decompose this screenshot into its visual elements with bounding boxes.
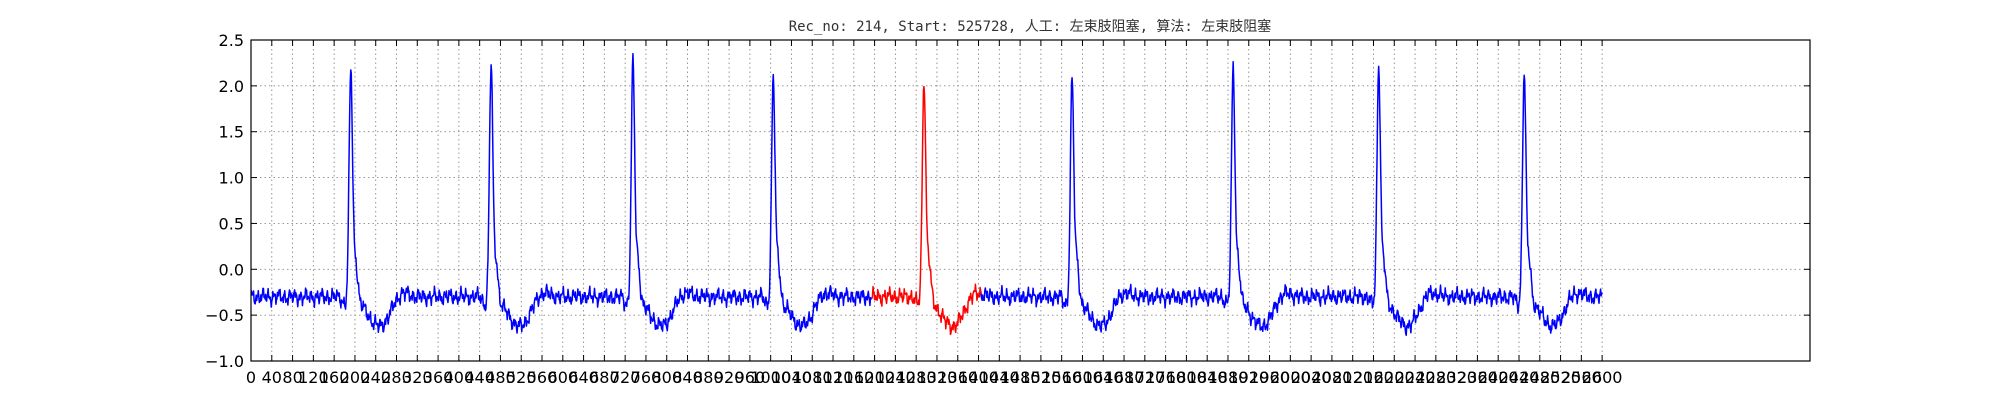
y-tick-label: 1.0 <box>219 169 244 188</box>
x-tick-label: 1240 <box>875 368 916 387</box>
x-tick-label: 2200 <box>1374 368 1415 387</box>
ecg-trace-segment <box>980 61 1603 337</box>
x-tick-label: 2160 <box>1353 368 1394 387</box>
x-tick-label: 1440 <box>979 368 1020 387</box>
x-tick-label: 1840 <box>1187 368 1228 387</box>
beat-peak <box>1524 73 1525 74</box>
x-tick-label: 2520 <box>1540 368 1581 387</box>
x-axis: 0 40 8012016020024028032036040044048052056… <box>246 40 1623 387</box>
x-tick-label: 400 <box>444 368 475 387</box>
x-tick-label: 2440 <box>1499 368 1540 387</box>
x-tick-label: 1600 <box>1062 368 1103 387</box>
x-tick-label: 0 <box>246 368 256 387</box>
x-tick-label: 1640 <box>1083 368 1124 387</box>
y-tick-label: −1.0 <box>205 352 244 371</box>
x-tick-label: 2320 <box>1436 368 1477 387</box>
x-tick-label: 1760 <box>1145 368 1186 387</box>
x-tick-label: 2000 <box>1270 368 1311 387</box>
x-tick-label: 1080 <box>792 368 833 387</box>
x-tick-label: 360 <box>423 368 454 387</box>
x-tick-label: 1720 <box>1124 368 1165 387</box>
x-tick-label: 1040 <box>771 368 812 387</box>
x-tick-label: 800 <box>651 368 682 387</box>
x-tick-label: 2120 <box>1332 368 1373 387</box>
x-tick-label: 80 <box>282 368 302 387</box>
x-tick-label: 2400 <box>1478 368 1519 387</box>
x-tick-label: 920 <box>714 368 745 387</box>
x-tick-label: 480 <box>485 368 516 387</box>
highlighted-beat-segment <box>871 85 982 336</box>
x-tick-label: 1920 <box>1228 368 1269 387</box>
x-tick-label: 1680 <box>1104 368 1145 387</box>
x-tick-label: 40 <box>262 368 282 387</box>
x-tick-label: 280 <box>381 368 412 387</box>
x-tick-label: 2600 <box>1582 368 1623 387</box>
x-tick-label: 2240 <box>1395 368 1436 387</box>
x-tick-label: 1560 <box>1041 368 1082 387</box>
x-tick-label: 880 <box>693 368 724 387</box>
x-tick-label: 960 <box>735 368 766 387</box>
x-tick-label: 2560 <box>1561 368 1602 387</box>
x-tick-label: 840 <box>672 368 703 387</box>
x-tick-label: 640 <box>568 368 599 387</box>
x-tick-label: 1000 <box>750 368 791 387</box>
y-tick-label: 0.0 <box>219 260 244 279</box>
y-tick-label: 1.5 <box>219 123 244 142</box>
series-group <box>250 52 1603 337</box>
x-tick-label: 240 <box>360 368 391 387</box>
x-tick-label: 1800 <box>1166 368 1207 387</box>
y-tick-label: 0.5 <box>219 214 244 233</box>
ecg-trace-segment <box>250 52 873 334</box>
x-tick-label: 320 <box>402 368 433 387</box>
x-tick-label: 1360 <box>937 368 978 387</box>
plot-frame <box>250 39 1811 362</box>
x-tick-label: 2040 <box>1291 368 1332 387</box>
grid <box>251 40 1810 361</box>
x-tick-label: 1400 <box>958 368 999 387</box>
x-tick-label: 1160 <box>833 368 874 387</box>
x-tick-label: 1960 <box>1249 368 1290 387</box>
x-tick-label: 720 <box>610 368 641 387</box>
chart-title: Rec_no: 214, Start: 525728, 人工: 左束肢阻塞, 算… <box>789 18 1272 35</box>
x-tick-label: 200 <box>340 368 371 387</box>
y-tick-label: 2.5 <box>219 31 244 50</box>
x-tick-label: 600 <box>548 368 579 387</box>
x-tick-label: 680 <box>589 368 620 387</box>
x-tick-label: 760 <box>631 368 662 387</box>
x-tick-label: 2360 <box>1457 368 1498 387</box>
x-tick-label: 2080 <box>1312 368 1353 387</box>
x-tick-label: 1120 <box>813 368 854 387</box>
y-tick-label: −0.5 <box>205 306 244 325</box>
x-tick-label: 440 <box>464 368 495 387</box>
x-tick-label: 1280 <box>896 368 937 387</box>
x-tick-label: 160 <box>319 368 350 387</box>
x-tick-label: 2280 <box>1415 368 1456 387</box>
x-tick-label: 1880 <box>1208 368 1249 387</box>
x-tick-label: 1200 <box>854 368 895 387</box>
x-tick-label: 1520 <box>1021 368 1062 387</box>
x-tick-label: 1320 <box>917 368 958 387</box>
y-axis: −1.0 −0.5 0.0 0.5 1.0 1.5 2.0 2.5 <box>205 31 1810 371</box>
x-tick-label: 1480 <box>1000 368 1041 387</box>
beat-peak <box>923 80 924 81</box>
x-tick-label: 120 <box>298 368 329 387</box>
x-tick-label: 520 <box>506 368 537 387</box>
x-tick-label: 560 <box>527 368 558 387</box>
y-tick-label: 2.0 <box>219 77 244 96</box>
x-tick-label: 2480 <box>1519 368 1560 387</box>
